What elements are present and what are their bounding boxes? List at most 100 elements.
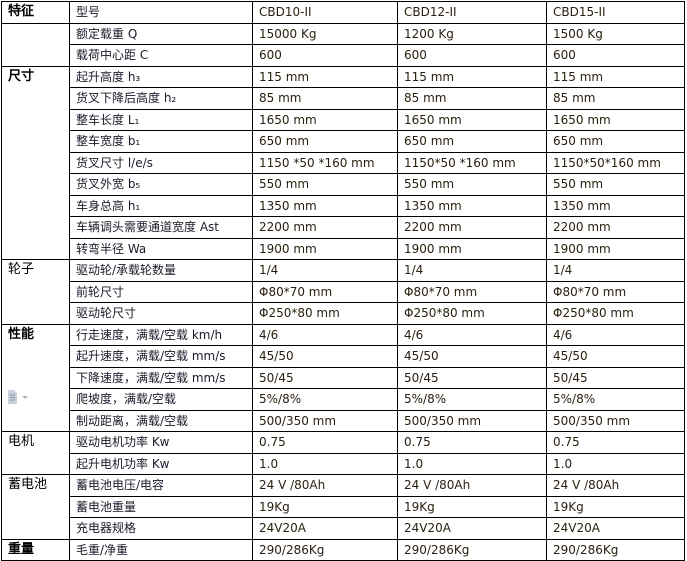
spec-label: 充电器规格	[69, 517, 253, 540]
spec-value: 1.0	[252, 452, 398, 475]
spec-value: 600	[546, 44, 685, 67]
spec-row: 蓄电池重量 19Kg 19Kg 19Kg	[2, 495, 685, 518]
spec-label: 驱动电机功率 Kw	[69, 431, 253, 454]
spec-row: 尺寸 起升高度 h₃ 115 mm 115 mm 115 mm	[1, 65, 685, 260]
spec-value: 1.0	[546, 452, 685, 475]
spec-row: 货叉尺寸 l/e/s 1150 *50 *160 mm 1150*50 *160 m…	[2, 151, 685, 174]
spec-value: 19Kg	[546, 495, 685, 518]
spec-label: 货叉下降后高度 h₂	[69, 87, 253, 110]
spec-value: 1350 mm	[252, 194, 398, 217]
spec-row: 起升电机功率 Kw 1.0 1.0 1.0	[2, 452, 685, 475]
spec-value: 24 V /80Ah	[397, 474, 547, 497]
spec-value: 4/6	[252, 323, 398, 346]
spec-label: 货叉外宽 b₅	[69, 173, 253, 196]
spec-label: 下降速度，满载/空载 mm/s	[69, 366, 253, 389]
spec-row: 重量 毛重/净重 290/286Kg 290/286Kg 290/286Kg	[1, 538, 685, 561]
spec-value: 0.75	[252, 431, 398, 454]
paste-options-icon[interactable]	[7, 390, 31, 404]
spec-label: 转弯半径 Wa	[69, 237, 253, 260]
spec-row: 货叉下降后高度 h₂ 85 mm 85 mm 85 mm	[2, 87, 685, 110]
spec-row: 整车长度 L₁ 1650 mm 1650 mm 1650 mm	[2, 108, 685, 131]
spec-value: 1/4	[546, 259, 685, 282]
spec-value: 85 mm	[397, 87, 547, 110]
spec-value: 45/50	[252, 345, 398, 368]
group-label: 性能	[1, 323, 70, 432]
group-label: 蓄电池	[1, 474, 70, 540]
spec-value: 5%/8%	[252, 388, 398, 411]
group-label: 电机	[1, 431, 70, 475]
group-label: 尺寸	[1, 65, 70, 260]
spec-value: 1900 mm	[546, 237, 685, 260]
spec-value: Φ80*70 mm	[546, 280, 685, 303]
spec-label: 蓄电池重量	[69, 495, 253, 518]
spec-value: 115 mm	[546, 65, 685, 88]
spec-label: 毛重/净重	[69, 538, 253, 561]
spec-value: 650 mm	[546, 130, 685, 153]
spec-row: 货叉外宽 b₅ 550 mm 550 mm 550 mm	[2, 173, 685, 196]
spec-row: 车辆调头需要通道宽度 Ast 2200 mm 2200 mm 2200 mm	[2, 216, 685, 239]
spec-value: 290/286Kg	[252, 538, 398, 561]
spec-value: 24V20A	[252, 517, 398, 540]
spec-row: 载荷中心距 C 600 600 600	[2, 44, 685, 67]
spec-label: 货叉尺寸 l/e/s	[69, 151, 253, 174]
spec-value: 0.75	[397, 431, 547, 454]
spec-value: 1500 Kg	[546, 22, 685, 45]
spec-value: 24V20A	[397, 517, 547, 540]
spec-value: 1350 mm	[546, 194, 685, 217]
spec-value: 1150*50*160 mm	[546, 151, 685, 174]
model-name: CBD12-II	[397, 1, 547, 24]
spec-label: 整车宽度 b₁	[69, 130, 253, 153]
spec-value: 24 V /80Ah	[546, 474, 685, 497]
model-label: 型号	[69, 1, 253, 24]
spec-value: 45/50	[397, 345, 547, 368]
spec-label: 制动距离，满载/空载	[69, 409, 253, 432]
spec-value: 85 mm	[546, 87, 685, 110]
spec-value: 290/286Kg	[546, 538, 685, 561]
spec-label: 驱动轮/承载轮数量	[69, 259, 253, 282]
spec-row: 电机 驱动电机功率 Kw 0.75 0.75 0.75	[1, 431, 685, 475]
spec-value: 50/45	[397, 366, 547, 389]
spec-value: 500/350 mm	[546, 409, 685, 432]
spec-value: 1.0	[397, 452, 547, 475]
spec-value: 2200 mm	[546, 216, 685, 239]
spec-value: 115 mm	[252, 65, 398, 88]
spec-label: 爬坡度，满载/空载	[69, 388, 253, 411]
spec-value: 650 mm	[397, 130, 547, 153]
spec-value: 550 mm	[546, 173, 685, 196]
spec-value: 0.75	[546, 431, 685, 454]
spec-label: 额定载重 Q	[69, 22, 253, 45]
spec-label: 整车长度 L₁	[69, 108, 253, 131]
spec-value: 1350 mm	[397, 194, 547, 217]
spec-label: 车身总高 h₁	[69, 194, 253, 217]
spec-value: 2200 mm	[252, 216, 398, 239]
spec-label: 载荷中心距 C	[69, 44, 253, 67]
spec-row: 车身总高 h₁ 1350 mm 1350 mm 1350 mm	[2, 194, 685, 217]
spec-value: 1650 mm	[252, 108, 398, 131]
spec-value: 19Kg	[397, 495, 547, 518]
spec-value: 550 mm	[397, 173, 547, 196]
spec-row: 驱动轮尺寸 Φ250*80 mm Φ250*80 mm Φ250*80 mm	[2, 302, 685, 325]
spec-value: 19Kg	[252, 495, 398, 518]
spec-value: 1150 *50 *160 mm	[252, 151, 398, 174]
spec-value: 4/6	[397, 323, 547, 346]
spec-row: 额定载重 Q 15000 Kg 1200 Kg 1500 Kg	[1, 22, 685, 67]
spec-value: 600	[397, 44, 547, 67]
spec-value: 24V20A	[546, 517, 685, 540]
spec-value: 1/4	[397, 259, 547, 282]
spec-label: 前轮尺寸	[69, 280, 253, 303]
spec-value: 1/4	[252, 259, 398, 282]
spec-row: 转弯半径 Wa 1900 mm 1900 mm 1900 mm	[2, 237, 685, 260]
spec-value: 45/50	[546, 345, 685, 368]
spec-value: Φ250*80 mm	[252, 302, 398, 325]
spec-value: 550 mm	[252, 173, 398, 196]
spec-value: 1150*50 *160 mm	[397, 151, 547, 174]
spec-value: 1650 mm	[397, 108, 547, 131]
model-name: CBD15-II	[546, 1, 685, 24]
spec-value: 500/350 mm	[397, 409, 547, 432]
spec-value: 50/45	[546, 366, 685, 389]
spec-value: 1900 mm	[397, 237, 547, 260]
spec-value: 600	[252, 44, 398, 67]
spec-value: 1900 mm	[252, 237, 398, 260]
spec-value: 5%/8%	[546, 388, 685, 411]
group-header: 特征	[1, 1, 70, 24]
